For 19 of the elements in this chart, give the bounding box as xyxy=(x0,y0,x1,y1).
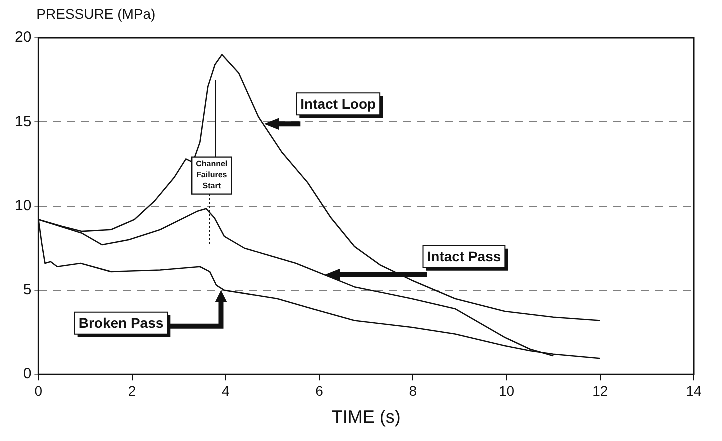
x-tick-label: 8 xyxy=(409,382,418,399)
x-tick-label: 14 xyxy=(686,382,702,399)
x-tick-label: 10 xyxy=(498,382,515,399)
x-tick-label: 12 xyxy=(592,382,608,399)
x-tick-label: 0 xyxy=(34,382,43,399)
text: Broken Pass xyxy=(78,315,164,332)
y-tick-label: 10 xyxy=(14,197,32,214)
y-tick-label: 15 xyxy=(14,113,32,130)
y-tick-label: 5 xyxy=(23,282,32,299)
annotation: Channel Failures Start xyxy=(196,160,228,191)
x-tick-label: 6 xyxy=(316,382,324,399)
y-axis-title: PRESSURE (MPa) xyxy=(36,6,156,22)
y-tick-label: 20 xyxy=(14,29,32,46)
text: Intact Pass xyxy=(427,248,502,265)
y-tick-label: 0 xyxy=(23,366,32,383)
x-axis-title: TIME (s) xyxy=(332,407,401,428)
x-tick-label: 4 xyxy=(222,382,230,399)
text: Intact Loop xyxy=(300,96,376,112)
x-tick-label: 2 xyxy=(128,382,136,399)
